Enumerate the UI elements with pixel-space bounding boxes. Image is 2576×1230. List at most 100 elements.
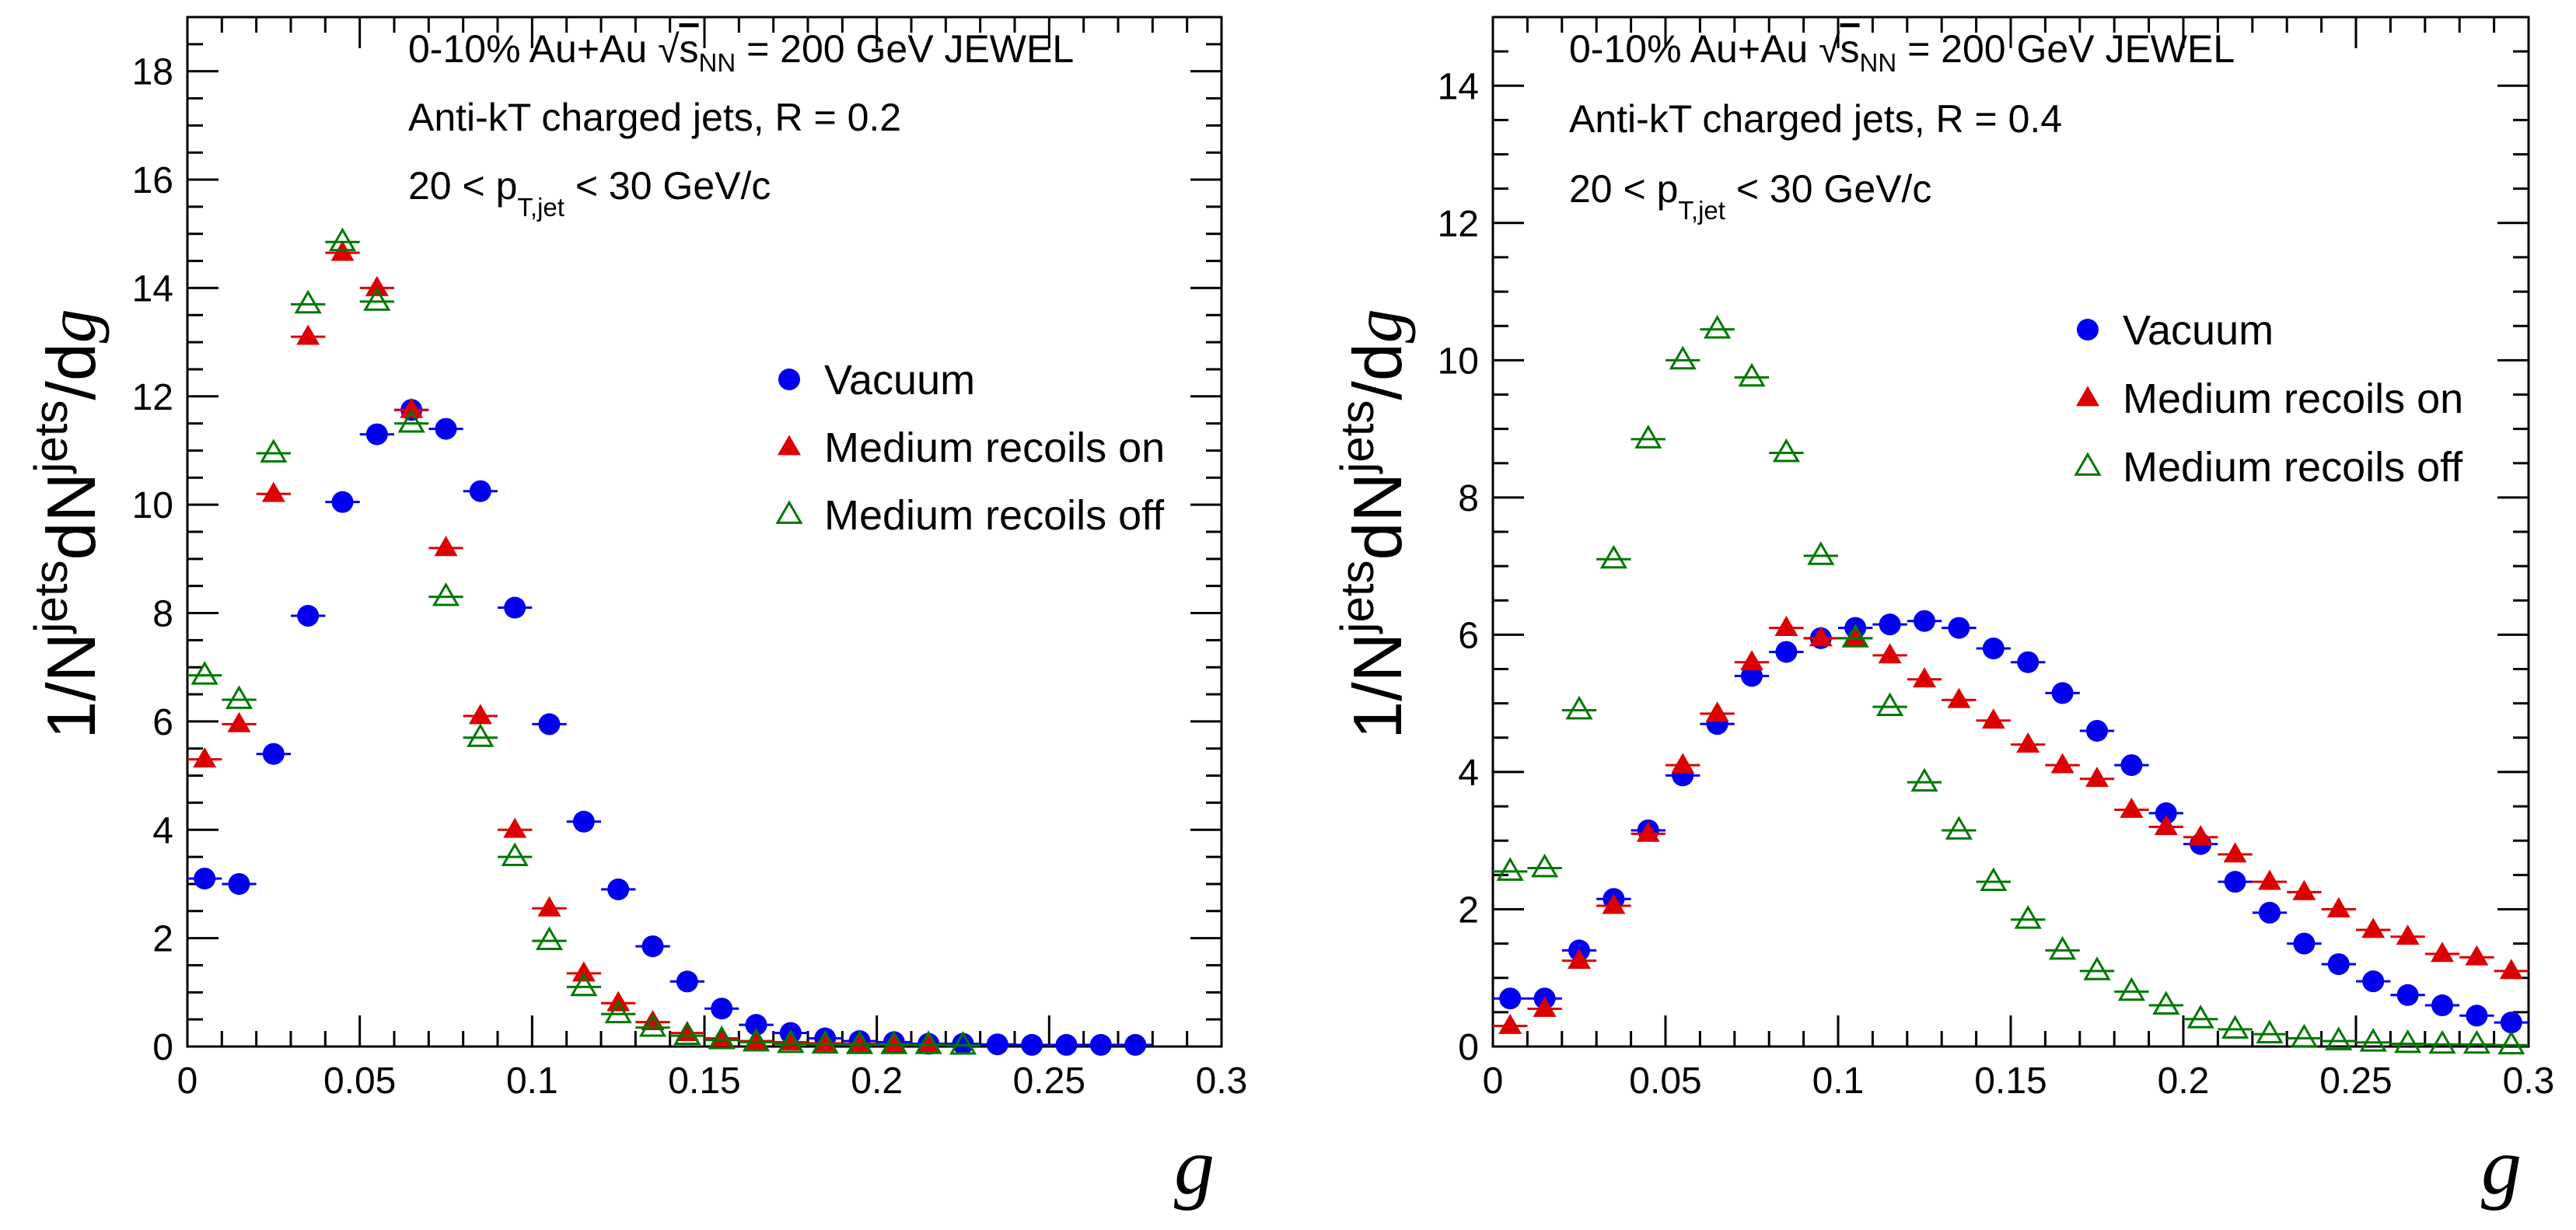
data-point [1980, 867, 2008, 892]
data-point [434, 536, 458, 557]
data-point [708, 1026, 736, 1050]
legend-marker [2076, 386, 2099, 407]
legend-label: Vacuum [2123, 307, 2274, 354]
y-tick-label: 14 [1438, 66, 1479, 107]
data-point [777, 1029, 805, 1054]
data-point [880, 1030, 908, 1054]
data-point [1498, 1013, 1522, 1034]
data-point [2396, 984, 2419, 1006]
data-point [432, 582, 460, 606]
data-point [2016, 732, 2040, 753]
data-point [227, 711, 251, 732]
data-point [2049, 935, 2077, 960]
data-point [2394, 1029, 2422, 1054]
data-point [261, 481, 285, 502]
y-tick-label: 2 [1458, 889, 1479, 931]
data-point [742, 1027, 771, 1052]
data-point [468, 704, 492, 725]
data-point [1499, 987, 1522, 1010]
data-point [1021, 1033, 1043, 1056]
data-point [1533, 996, 1557, 1017]
data-point [328, 227, 357, 252]
annotation-jets: Anti-kT charged jets, R = 0.4 [1569, 97, 2062, 141]
data-point [711, 998, 733, 1020]
series-triangle-open [187, 227, 980, 1055]
data-point [676, 970, 698, 993]
data-point [296, 324, 320, 345]
data-point [604, 999, 632, 1024]
data-point [535, 926, 564, 951]
legend: Vacuum Medium recoils on Medium recoils of… [2074, 307, 2463, 491]
x-tick-label: 0.15 [668, 1061, 740, 1102]
chart-panel-1: 0 0.05 0.1 0.15 0.2 0.25 0.3 0 2 4 6 8 10 12 14 16 18 g 1/… [25, 16, 1247, 1211]
legend-marker [775, 500, 803, 524]
data-point [2290, 1023, 2318, 1048]
data-point [1740, 650, 1763, 671]
y-tick-label: 14 [132, 268, 173, 309]
x-tick-label: 0 [177, 1061, 198, 1102]
data-point [1704, 315, 1732, 339]
data-point [1055, 1033, 1078, 1056]
y-tick-label: 4 [1458, 753, 1479, 794]
data-point [2189, 825, 2213, 846]
data-point [2155, 802, 2177, 824]
data-point [538, 713, 561, 736]
data-point [1741, 665, 1763, 687]
data-point [2362, 970, 2385, 993]
data-point [607, 878, 630, 900]
y-tick-label: 0 [1458, 1027, 1479, 1068]
data-point [571, 961, 596, 982]
data-point [2466, 1005, 2488, 1027]
data-point [2085, 767, 2109, 788]
x-tick-label: 0.2 [851, 1061, 903, 1102]
data-point [848, 1031, 872, 1052]
data-point [882, 1032, 906, 1053]
x-tick-label: 0.25 [1013, 1061, 1085, 1102]
data-point [2428, 1029, 2456, 1054]
y-tick-label: 10 [1438, 341, 1479, 382]
data-point [537, 896, 561, 917]
x-tick-label: 0.05 [323, 1061, 396, 1102]
data-point [1879, 613, 1901, 636]
data-point [744, 1029, 768, 1050]
y-tick-label: 6 [152, 702, 173, 743]
data-point [2259, 901, 2281, 924]
x-tick-label: 0.25 [2319, 1061, 2392, 1102]
legend-marker [2074, 452, 2102, 476]
data-point [331, 491, 354, 513]
data-point [365, 275, 389, 296]
annotation-system: 0-10% Au+Au √sNN = 200 GeV JEWEL [1569, 27, 2235, 77]
data-point [2186, 1005, 2214, 1029]
y-tick-label: 4 [152, 810, 173, 851]
data-point [501, 842, 529, 867]
data-point [1948, 617, 1970, 639]
data-point [1841, 624, 1869, 648]
y-tick-label: 0 [152, 1027, 173, 1068]
data-point [2497, 1030, 2525, 1055]
data-point [2396, 924, 2420, 945]
data-point [811, 1029, 839, 1054]
data-point [2431, 994, 2453, 1017]
data-point [1565, 695, 1593, 720]
data-point [2221, 1015, 2249, 1039]
data-point [710, 1026, 734, 1047]
data-point [641, 935, 664, 958]
data-point [1775, 641, 1798, 663]
data-point [2431, 942, 2454, 963]
series-triangle-filled [1493, 615, 2529, 1034]
data-point [2224, 871, 2246, 893]
data-point [2499, 959, 2523, 980]
data-point [400, 397, 424, 418]
data-point [190, 661, 218, 685]
data-point [1774, 615, 1798, 636]
y-tick-label: 6 [1458, 615, 1479, 656]
data-point [2117, 977, 2145, 1001]
data-point [1602, 893, 1626, 914]
data-point [572, 810, 595, 833]
data-point [2120, 754, 2143, 777]
data-point [2462, 1029, 2490, 1054]
legend-marker [778, 369, 800, 390]
data-point [914, 1030, 942, 1054]
data-point [2050, 753, 2074, 774]
data-point [2292, 879, 2316, 900]
